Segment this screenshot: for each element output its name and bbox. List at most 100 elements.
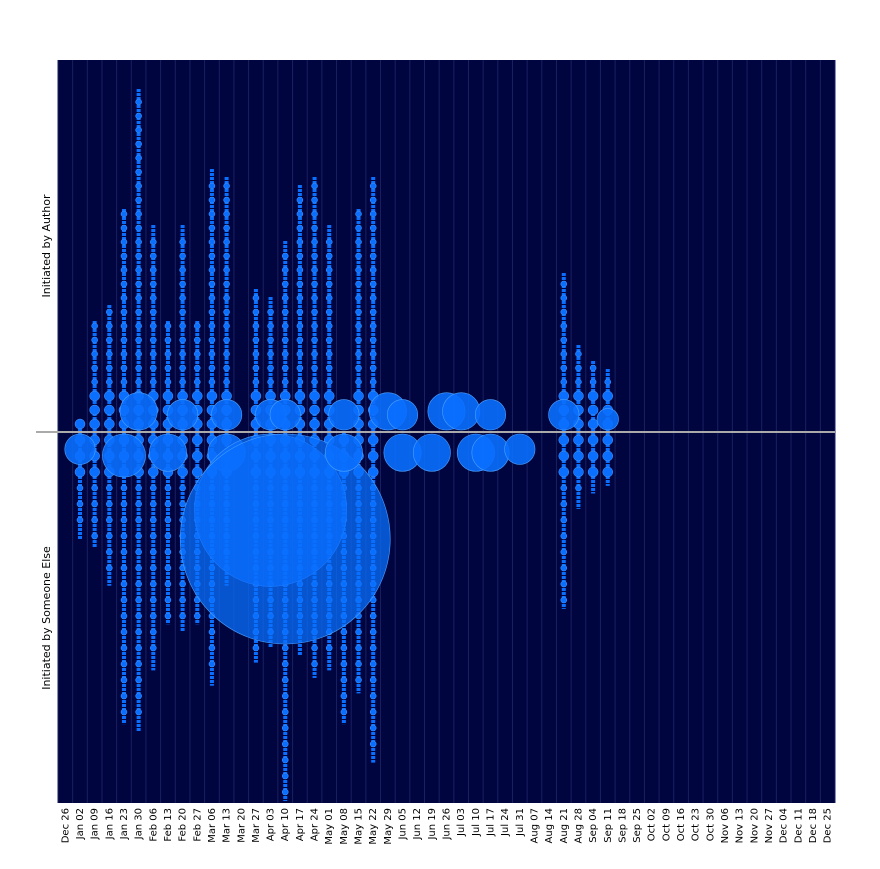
point bbox=[208, 336, 216, 344]
point bbox=[150, 564, 157, 572]
point bbox=[164, 612, 172, 620]
point bbox=[120, 210, 128, 218]
point bbox=[179, 294, 186, 302]
point bbox=[106, 548, 113, 556]
x-tick-label: Jul 10 bbox=[471, 808, 482, 837]
point bbox=[150, 612, 157, 620]
point bbox=[148, 466, 159, 478]
point bbox=[267, 336, 274, 344]
point bbox=[355, 238, 362, 246]
point bbox=[91, 500, 98, 508]
point bbox=[340, 676, 348, 684]
point bbox=[281, 772, 289, 780]
point bbox=[135, 628, 142, 636]
point bbox=[208, 252, 216, 260]
point bbox=[208, 364, 216, 372]
point bbox=[164, 596, 172, 604]
point bbox=[281, 756, 289, 764]
point bbox=[120, 252, 128, 260]
point bbox=[325, 364, 333, 372]
point bbox=[120, 660, 128, 668]
point bbox=[208, 182, 216, 190]
point bbox=[281, 350, 289, 358]
bubble-bottom-may-08 bbox=[324, 433, 363, 472]
point bbox=[223, 210, 230, 218]
bubble-top-jan-30 bbox=[119, 392, 158, 431]
bubble-top-may-08 bbox=[328, 399, 360, 431]
point bbox=[135, 708, 142, 716]
point bbox=[281, 644, 289, 652]
point bbox=[281, 740, 289, 748]
point bbox=[223, 238, 230, 246]
point bbox=[120, 224, 128, 232]
x-tick-label: Dec 11 bbox=[793, 808, 804, 843]
point bbox=[76, 500, 84, 508]
x-tick-label: Jun 12 bbox=[412, 808, 423, 841]
point bbox=[135, 516, 142, 524]
x-tick-label: Nov 13 bbox=[735, 808, 746, 843]
point bbox=[296, 224, 304, 232]
point bbox=[135, 126, 142, 134]
point bbox=[223, 308, 230, 316]
point bbox=[135, 252, 142, 260]
point bbox=[587, 450, 599, 462]
point bbox=[355, 224, 362, 232]
bubble-top-jun-05 bbox=[386, 399, 419, 431]
point bbox=[369, 196, 377, 204]
point bbox=[369, 266, 377, 274]
point bbox=[575, 364, 582, 372]
x-tick-label: Apr 17 bbox=[295, 808, 306, 841]
point bbox=[135, 612, 142, 620]
point bbox=[106, 532, 113, 540]
point bbox=[135, 484, 142, 492]
point bbox=[164, 336, 172, 344]
point bbox=[560, 532, 568, 540]
point bbox=[369, 708, 377, 716]
point bbox=[208, 644, 216, 652]
point bbox=[369, 224, 377, 232]
point bbox=[106, 350, 113, 358]
point bbox=[91, 516, 98, 524]
point bbox=[179, 580, 186, 588]
x-tick-label: Apr 10 bbox=[280, 808, 291, 841]
point bbox=[179, 612, 186, 620]
point bbox=[558, 434, 570, 446]
point bbox=[560, 596, 568, 604]
point bbox=[573, 434, 584, 446]
point bbox=[150, 532, 157, 540]
point bbox=[120, 644, 128, 652]
point bbox=[120, 238, 128, 246]
point bbox=[91, 322, 98, 330]
point bbox=[367, 450, 379, 462]
point bbox=[252, 350, 260, 358]
point bbox=[281, 280, 289, 288]
point bbox=[120, 308, 128, 316]
point bbox=[252, 644, 260, 652]
point bbox=[223, 182, 230, 190]
point bbox=[323, 390, 335, 402]
point bbox=[325, 308, 333, 316]
point bbox=[573, 466, 584, 478]
point bbox=[194, 364, 201, 372]
point bbox=[164, 548, 172, 556]
point bbox=[120, 692, 128, 700]
point bbox=[340, 628, 348, 636]
point bbox=[120, 378, 128, 386]
point bbox=[135, 196, 142, 204]
point bbox=[281, 266, 289, 274]
point bbox=[135, 596, 142, 604]
point bbox=[194, 322, 201, 330]
point bbox=[150, 350, 157, 358]
point bbox=[179, 252, 186, 260]
point bbox=[120, 516, 128, 524]
x-tick-label: Dec 18 bbox=[808, 808, 819, 843]
point bbox=[369, 350, 377, 358]
point bbox=[179, 238, 186, 246]
point bbox=[164, 484, 172, 492]
point bbox=[208, 266, 216, 274]
point bbox=[120, 676, 128, 684]
point bbox=[560, 308, 568, 316]
point bbox=[281, 322, 289, 330]
point bbox=[369, 210, 377, 218]
x-tick-label: Sep 04 bbox=[588, 808, 599, 843]
